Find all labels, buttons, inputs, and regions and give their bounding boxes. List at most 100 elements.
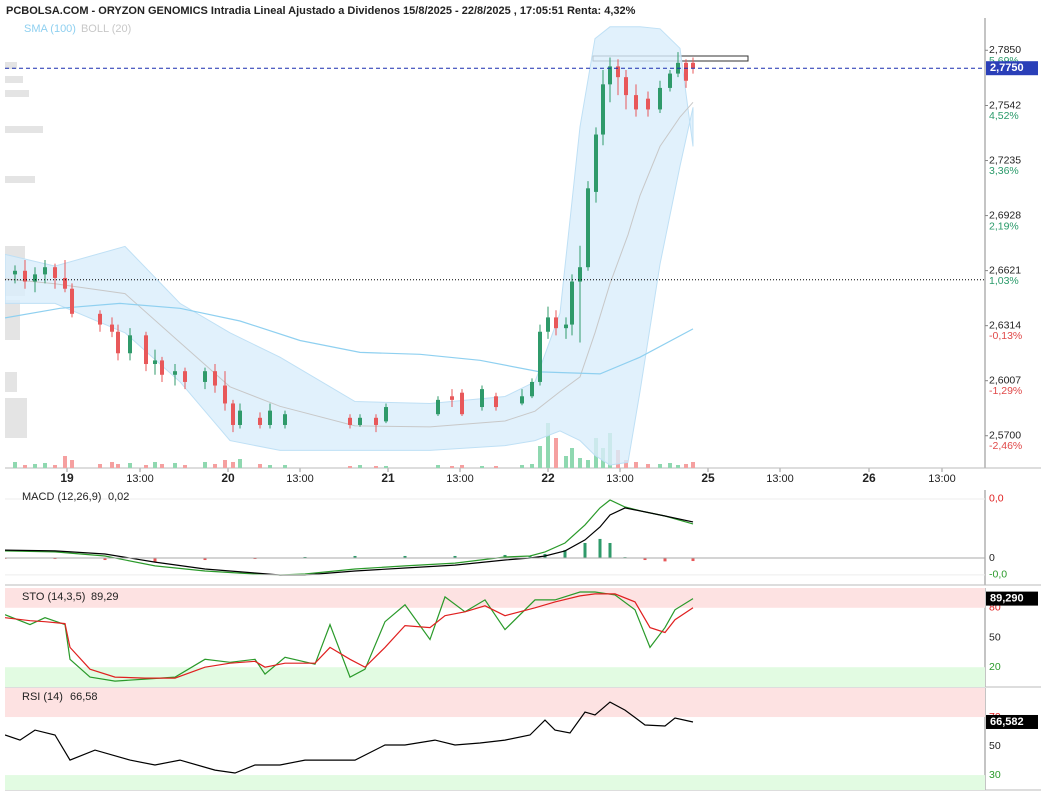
histogram-bar <box>153 558 157 562</box>
candle-body <box>128 335 132 354</box>
volume-bar <box>98 464 102 468</box>
histogram-bar <box>563 550 567 559</box>
chart-title: PCBOLSA.COM - ORYZON GENOMICS Intradia L… <box>6 5 636 17</box>
histogram-bar <box>453 555 457 559</box>
y2-tick-label: 2,19% <box>989 220 1019 232</box>
histogram-bar <box>253 558 257 560</box>
oversold-zone <box>5 775 985 790</box>
last-price-label: 2,7750 <box>990 62 1024 74</box>
candle-body <box>53 267 57 278</box>
histogram-bar <box>353 555 357 559</box>
y-tick-label: 30 <box>989 769 1001 781</box>
k-line <box>5 591 694 682</box>
d-line <box>5 593 694 679</box>
y-tick-label: 2,7850 <box>989 44 1021 56</box>
candle-body <box>460 392 464 415</box>
candle-body <box>520 396 524 404</box>
candle-body <box>33 274 37 282</box>
legend-entry: BOLL (20) <box>81 23 131 35</box>
volume-bar <box>238 459 242 468</box>
overbought-zone <box>5 688 985 718</box>
volume-bar <box>258 464 262 468</box>
y2-tick-label: -0,13% <box>989 330 1022 342</box>
sma-line <box>5 302 694 375</box>
histogram-bar <box>598 538 602 559</box>
y-tick-label: 50 <box>989 631 1001 643</box>
panel-title: MACD (12,26,9) <box>22 491 101 503</box>
last-value-box <box>986 714 1038 729</box>
volume-bar <box>231 462 235 468</box>
candle-body <box>684 62 688 81</box>
candle-body <box>494 396 498 408</box>
x-tick-label: 13:00 <box>446 473 474 485</box>
volume-bar <box>624 460 628 468</box>
panel-value: 66,58 <box>70 691 98 703</box>
histogram-bar <box>663 558 667 562</box>
histogram-bar <box>643 558 647 561</box>
volume-bar <box>63 456 67 468</box>
volume-bar <box>203 462 207 468</box>
overbought-zone <box>5 588 985 608</box>
candle-body <box>213 371 217 386</box>
histogram-bar <box>583 542 587 559</box>
candle-body <box>98 313 102 325</box>
x-tick-label: 13:00 <box>606 473 634 485</box>
candle-body <box>691 62 695 69</box>
y-tick-label: 20 <box>989 661 1001 673</box>
candle-body <box>624 77 628 96</box>
candle-body <box>144 335 148 365</box>
oversold-zone <box>5 667 985 687</box>
y-tick-label: 2,6621 <box>989 264 1021 276</box>
histogram-bar <box>528 555 532 559</box>
candle-body <box>616 66 620 78</box>
volume-bar <box>348 466 352 468</box>
volume-bar <box>460 465 464 468</box>
x-tick-label: 13:00 <box>286 473 314 485</box>
candle-body <box>658 87 662 110</box>
legend-entry: SMA (100) <box>24 23 76 35</box>
candle-body <box>578 267 582 282</box>
plot <box>5 499 695 576</box>
plot <box>5 26 695 468</box>
plot-area <box>5 18 985 468</box>
x-tick-label: 26 <box>862 471 876 485</box>
volume-bar <box>43 463 47 468</box>
bollinger-band <box>5 26 694 466</box>
histogram-bar <box>403 555 407 559</box>
candle-body <box>608 66 612 85</box>
y2-tick-label: 3,36% <box>989 165 1019 177</box>
values-line <box>5 701 694 774</box>
volume-bar <box>436 465 440 468</box>
volume-bar <box>374 466 378 468</box>
candle-body <box>238 410 242 425</box>
volume-bar <box>153 462 157 468</box>
volume-bar <box>183 465 187 468</box>
histogram-bar <box>691 558 695 562</box>
x-tick-label: 19 <box>60 471 74 485</box>
signal-line <box>5 507 694 576</box>
volume-bar <box>546 423 550 468</box>
candle-body <box>43 267 47 275</box>
candle-body <box>374 417 378 425</box>
volume-bar <box>578 458 582 468</box>
candle-body <box>530 381 534 397</box>
panel-title: STO (14,3,5) <box>22 591 85 603</box>
histogram-bar <box>103 558 107 561</box>
candle-body <box>564 324 568 329</box>
volume-bar <box>128 463 132 468</box>
candle-body <box>480 389 484 408</box>
y-tick-label: 2,6928 <box>989 209 1021 221</box>
volume-bar <box>70 460 74 468</box>
candle-body <box>358 417 362 425</box>
y-tick-label: 2,7542 <box>989 99 1021 111</box>
volume-bar <box>538 446 542 468</box>
y-tick-label: -0,0 <box>989 569 1007 581</box>
last-value-label: 89,290 <box>990 593 1024 605</box>
histogram-bar <box>53 558 57 560</box>
histogram-bar <box>203 558 207 561</box>
candle-body <box>231 403 235 425</box>
x-tick-label: 25 <box>701 471 715 485</box>
x-tick-label: 20 <box>221 471 235 485</box>
volume-bar <box>23 465 27 468</box>
bollinger-middle <box>5 101 694 428</box>
